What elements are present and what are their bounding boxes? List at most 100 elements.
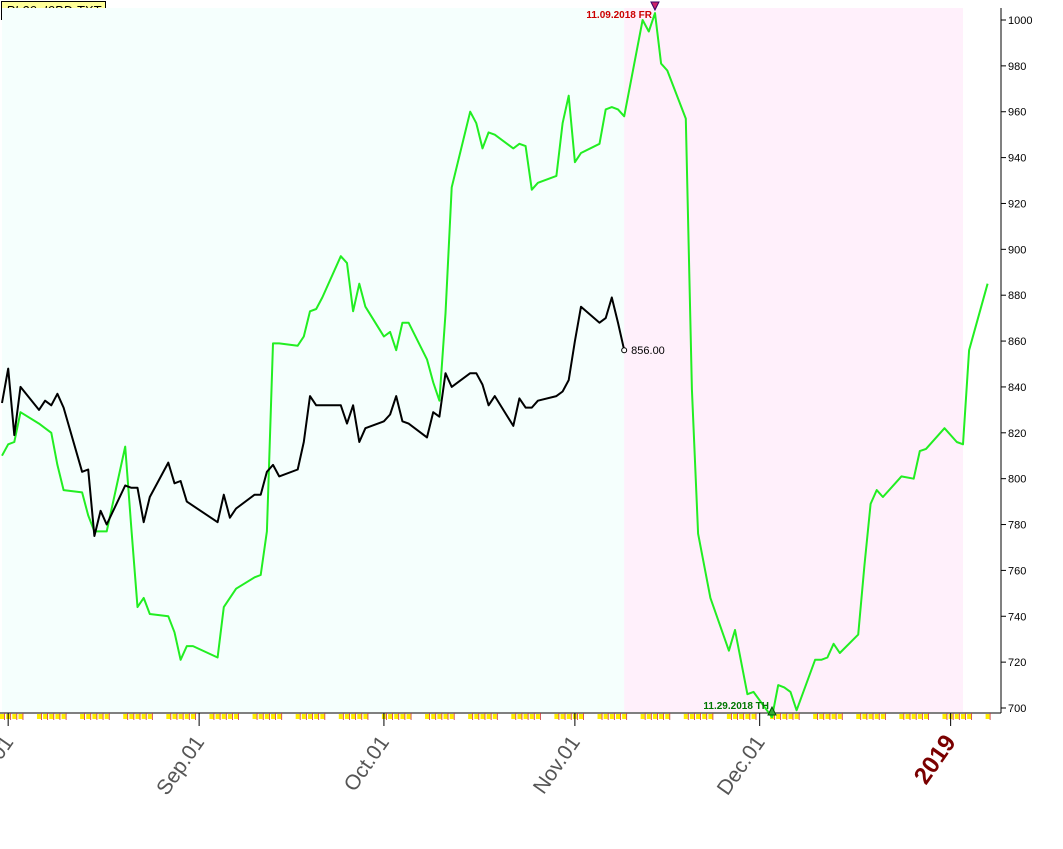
- x-day-cell: [967, 714, 972, 719]
- x-day-cell: [320, 714, 325, 719]
- x-day-cell: [18, 714, 23, 719]
- x-day-cell: [954, 714, 959, 719]
- x-day-cell: [344, 714, 349, 719]
- x-day-cell: [308, 714, 312, 719]
- x-day-cell: [492, 714, 497, 719]
- high-annotation: 11.09.2018 FR: [586, 10, 652, 21]
- x-day-cell: [985, 714, 990, 719]
- series-line-green: [1, 12, 989, 719]
- x-day-cell: [689, 714, 694, 719]
- x-day-cell: [394, 714, 399, 719]
- x-day-cell: [745, 714, 750, 719]
- y-tick-label-760: 760: [1008, 565, 1026, 577]
- x-tick-label-Dec01: Dec.01: [713, 732, 770, 800]
- x-day-cell: [141, 714, 146, 719]
- x-day-cell: [837, 714, 842, 719]
- x-day-cell: [702, 714, 707, 719]
- x-day-cell: [215, 714, 220, 719]
- x-day-cell: [616, 714, 620, 719]
- x-day-cell: [55, 714, 60, 719]
- x-day-cell: [264, 714, 269, 719]
- x-day-cell: [234, 714, 239, 719]
- x-day-cell: [960, 714, 965, 719]
- x-day-cell: [665, 714, 670, 719]
- x-day-cell: [868, 714, 873, 719]
- x-day-cell: [166, 714, 171, 719]
- last-value-label: 856.00: [631, 345, 665, 357]
- y-tick-label-960: 960: [1008, 107, 1026, 119]
- x-day-cell: [314, 714, 319, 719]
- x-day-cell: [184, 714, 189, 719]
- shaded-region-2: [624, 8, 963, 712]
- x-day-cell: [147, 714, 152, 719]
- x-day-cell: [12, 714, 17, 719]
- x-day-cell: [523, 714, 528, 719]
- x-day-cell: [129, 714, 134, 719]
- x-day-cell: [659, 714, 664, 719]
- x-day-cell: [135, 714, 140, 719]
- x-day-cell: [788, 714, 793, 719]
- shaded-region-1: [2, 8, 625, 712]
- y-tick-label-800: 800: [1008, 474, 1026, 486]
- x-tick-label-2019: 2019: [909, 730, 962, 789]
- x-day-cell: [739, 714, 744, 719]
- x-day-cell: [535, 714, 540, 719]
- x-day-cell: [579, 714, 584, 719]
- x-day-cell: [338, 714, 343, 719]
- x-day-cell: [301, 714, 306, 719]
- x-day-cell: [104, 714, 109, 719]
- x-day-cell: [862, 714, 867, 719]
- x-day-cell: [36, 714, 41, 719]
- x-day-cell: [825, 714, 830, 719]
- x-day-cell: [49, 714, 54, 719]
- y-tick-label-980: 980: [1008, 61, 1026, 73]
- x-day-cell: [406, 714, 411, 719]
- x-day-cell: [178, 714, 183, 719]
- x-day-cell: [597, 714, 602, 719]
- x-day-cell: [92, 714, 97, 719]
- y-tick-label-920: 920: [1008, 198, 1026, 210]
- x-day-cell: [696, 714, 701, 719]
- x-tick-label-01: .01: [0, 732, 18, 769]
- x-day-cell: [443, 714, 448, 719]
- x-day-cell: [819, 714, 824, 719]
- y-tick-label-820: 820: [1008, 428, 1026, 440]
- x-day-cell: [277, 714, 282, 719]
- x-day-cell: [221, 714, 226, 719]
- x-day-cell: [486, 714, 491, 719]
- low-annotation: 11.29.2018 TH: [703, 701, 769, 712]
- x-day-cell: [880, 714, 885, 719]
- x-day-cell: [517, 714, 522, 719]
- x-day-cell: [794, 714, 799, 719]
- y-tick-label-700: 700: [1008, 703, 1026, 715]
- x-tick-label-Oct01: Oct.01: [340, 732, 394, 796]
- x-day-cell: [652, 714, 657, 719]
- y-tick-label-940: 940: [1008, 153, 1026, 165]
- x-day-cell: [43, 714, 48, 719]
- x-day-cell: [856, 714, 861, 719]
- x-day-cell: [80, 714, 85, 719]
- y-tick-label-860: 860: [1008, 336, 1026, 348]
- x-day-cell: [363, 714, 368, 719]
- x-day-cell: [924, 714, 928, 719]
- x-day-cell: [560, 714, 565, 719]
- x-day-cell: [209, 714, 214, 719]
- x-day-cell: [905, 714, 910, 719]
- x-day-cell: [782, 714, 787, 719]
- x-day-cell: [831, 714, 836, 719]
- x-day-cell: [529, 714, 534, 719]
- x-day-cell: [640, 714, 645, 719]
- x-day-cell: [123, 714, 128, 719]
- x-day-cell: [646, 714, 651, 719]
- x-day-cell: [554, 714, 559, 719]
- x-day-cell: [425, 714, 430, 719]
- y-tick-label-880: 880: [1008, 290, 1026, 302]
- x-day-cell: [295, 714, 300, 719]
- x-day-cell: [683, 714, 688, 719]
- x-day-cell: [911, 714, 916, 719]
- x-day-cell: [98, 714, 103, 719]
- low-marker-icon: [767, 705, 777, 716]
- y-tick-label-900: 900: [1008, 244, 1026, 256]
- x-day-cell: [258, 714, 263, 719]
